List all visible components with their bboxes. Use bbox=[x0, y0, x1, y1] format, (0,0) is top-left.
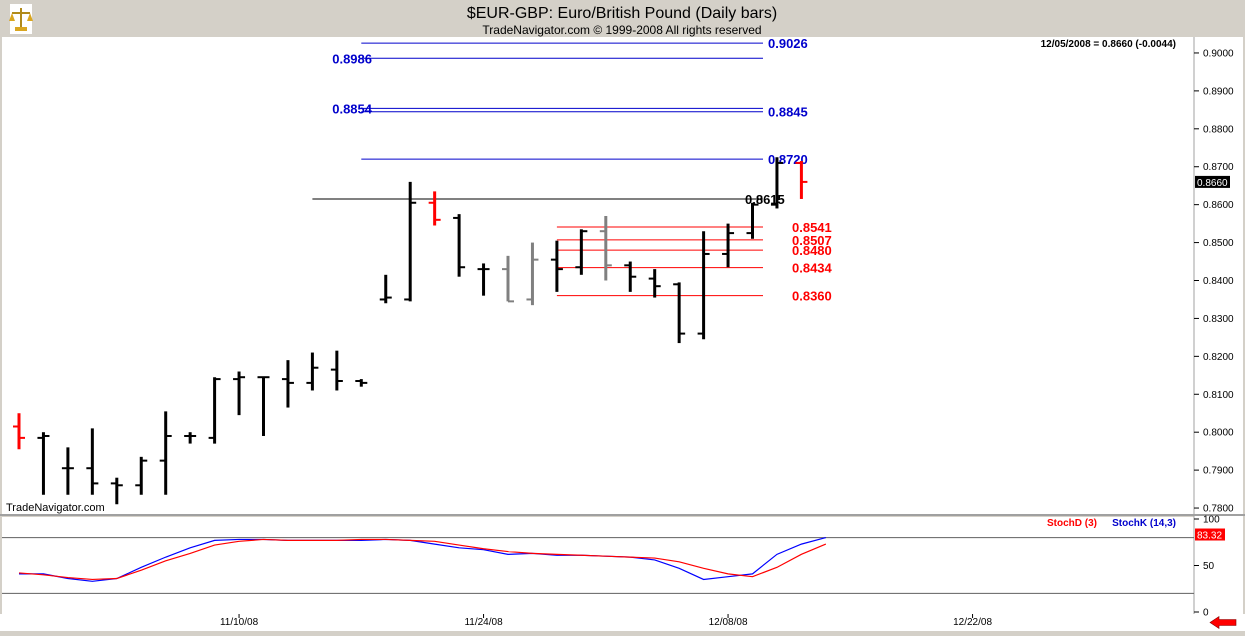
level-label: 0.8507 bbox=[792, 233, 832, 248]
level-label: 0.8986 bbox=[332, 51, 372, 66]
level-label: 0.8360 bbox=[792, 289, 832, 304]
price-tick-label: 0.8900 bbox=[1203, 86, 1234, 97]
level-label: 0.8541 bbox=[792, 220, 832, 235]
last-quote: 12/05/2008 = 0.8660 (-0.0044) bbox=[1041, 39, 1176, 50]
ohlc-bar bbox=[306, 352, 319, 391]
ohlc-bars bbox=[13, 157, 808, 505]
ohlc-bar bbox=[281, 360, 294, 408]
stochastic-panel bbox=[2, 517, 1194, 614]
level-label: 0.8434 bbox=[792, 261, 833, 276]
ohlc-bar bbox=[770, 157, 783, 209]
price-tick-label: 0.7800 bbox=[1203, 504, 1234, 515]
price-axis: 0.7800 0.7900 0.8000 0.8100 0.8200 0.8300 0.84… bbox=[1194, 48, 1234, 515]
ohlc-bar bbox=[159, 411, 172, 495]
price-tick-label: 0.8200 bbox=[1203, 352, 1234, 363]
ohlc-bar bbox=[722, 223, 735, 268]
level-label: 0.8854 bbox=[332, 101, 373, 116]
ohlc-bar bbox=[37, 432, 50, 495]
chart-title: $EUR-GBP: Euro/British Pound (Daily bars… bbox=[467, 5, 777, 22]
scales-logo-icon bbox=[9, 4, 33, 34]
stochastic-value-marker bbox=[1195, 528, 1225, 541]
left-arrow-icon[interactable] bbox=[1207, 615, 1239, 630]
ohlc-bar bbox=[110, 477, 123, 505]
stochastic-tick-label: 0 bbox=[1203, 608, 1209, 619]
price-tick-label: 0.8300 bbox=[1203, 314, 1234, 325]
ohlc-bar bbox=[746, 202, 759, 239]
stochastic-axis: 0 50 100 83.32 bbox=[1194, 515, 1225, 619]
ohlc-bar bbox=[453, 214, 466, 277]
copyright-text: TradeNavigator.com © 1999-2008 All right… bbox=[482, 23, 761, 37]
ohlc-bar bbox=[184, 432, 197, 444]
price-tick-label: 0.8400 bbox=[1203, 276, 1234, 287]
price-tick-label: 0.8800 bbox=[1203, 124, 1234, 135]
ohlc-bar bbox=[61, 447, 74, 495]
ohlc-bar bbox=[550, 240, 563, 292]
level-label: 0.9026 bbox=[768, 36, 808, 51]
ohlc-bar bbox=[526, 242, 539, 306]
price-tick-label: 0.8600 bbox=[1203, 200, 1234, 211]
ohlc-bar bbox=[428, 191, 441, 226]
date-axis: 11/10/08 11/24/08 12/08/08 12/22/08 bbox=[220, 614, 992, 628]
price-tick-label: 0.7900 bbox=[1203, 466, 1234, 477]
legend-stochk: StochK (14,3) bbox=[1112, 518, 1176, 529]
ohlc-bar bbox=[355, 379, 368, 387]
ohlc-bar bbox=[379, 274, 392, 304]
ohlc-bar bbox=[86, 428, 99, 495]
ohlc-bar bbox=[599, 216, 612, 281]
date-tick-label: 11/24/08 bbox=[464, 617, 503, 628]
ohlc-bar bbox=[673, 282, 686, 344]
ohlc-bar bbox=[208, 377, 221, 444]
date-axis-panel bbox=[0, 614, 1245, 631]
price-tick-label: 0.8500 bbox=[1203, 238, 1234, 249]
price-tick-label: 0.8000 bbox=[1203, 428, 1234, 439]
price-tick-label: 0.9000 bbox=[1203, 48, 1234, 59]
stochastic-value-label: 83.32 bbox=[1197, 531, 1222, 542]
ohlc-bar bbox=[575, 229, 588, 275]
legend-stochd: StochD (3) bbox=[1047, 518, 1097, 529]
price-panel bbox=[2, 37, 1194, 515]
stochastic-tick-label: 100 bbox=[1203, 515, 1220, 526]
current-price-marker bbox=[1195, 175, 1230, 188]
ohlc-bar bbox=[502, 255, 514, 303]
ohlc-bar bbox=[648, 269, 661, 298]
ohlc-bar bbox=[330, 350, 343, 391]
date-tick-label: 11/10/08 bbox=[220, 617, 259, 628]
ohlc-bar bbox=[135, 456, 148, 495]
current-price-label: 0.8660 bbox=[1197, 178, 1228, 189]
ohlc-bar bbox=[697, 231, 710, 340]
ohlc-bar bbox=[795, 161, 808, 199]
date-tick-label: 12/08/08 bbox=[709, 617, 748, 628]
ohlc-bar bbox=[624, 261, 637, 292]
stochastic-tick-label: 50 bbox=[1203, 561, 1215, 572]
watermark: TradeNavigator.com bbox=[6, 502, 105, 514]
ohlc-bar bbox=[404, 181, 417, 302]
ohlc-bar bbox=[257, 376, 270, 436]
level-label: 0.8845 bbox=[768, 105, 808, 120]
ohlc-bar bbox=[477, 263, 490, 296]
date-tick-label: 12/22/08 bbox=[953, 617, 992, 628]
ohlc-bar bbox=[233, 371, 246, 416]
stochastic-series-line bbox=[18, 538, 827, 581]
ohlc-bar bbox=[13, 413, 25, 450]
price-axis-panel bbox=[1194, 37, 1243, 614]
level-label: 0.8615 bbox=[745, 192, 785, 207]
stochastic-lines bbox=[2, 537, 1194, 594]
price-tick-label: 0.8100 bbox=[1203, 390, 1234, 401]
level-label: 0.8480 bbox=[792, 243, 832, 258]
price-tick-label: 0.8700 bbox=[1203, 162, 1234, 173]
stochastic-series-line bbox=[19, 537, 827, 582]
